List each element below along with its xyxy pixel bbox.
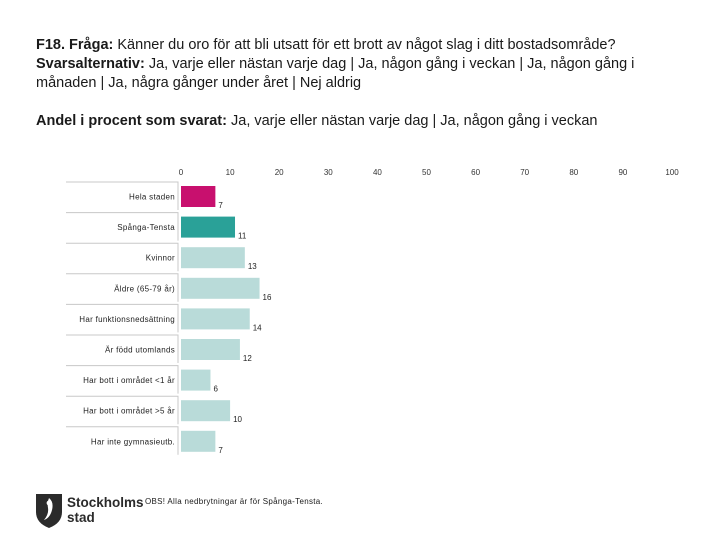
bar-value-label: 13 — [248, 262, 257, 271]
category-bracket — [66, 395, 179, 425]
category-bracket — [66, 181, 179, 210]
bar-value-label: 16 — [263, 293, 272, 302]
question-block: F18. Fråga: Känner du oro för att bli ut… — [36, 36, 696, 93]
category-label: Har funktionsnedsättning — [79, 315, 175, 324]
x-tick-label: 10 — [226, 168, 235, 177]
bar-value-label: 11 — [238, 232, 247, 241]
x-tick-label: 80 — [569, 168, 578, 177]
category-label: Hela staden — [129, 193, 175, 202]
bar — [181, 247, 245, 269]
answers-label: Svarsalternativ: — [36, 56, 145, 72]
bar-value-label: 7 — [218, 446, 223, 455]
city-crest-icon — [36, 494, 62, 528]
bar — [181, 277, 260, 299]
x-tick-label: 70 — [520, 168, 529, 177]
category-bracket — [66, 242, 179, 272]
category-bracket — [66, 426, 179, 455]
category-label: Har bott i området <1 år — [83, 376, 175, 385]
category-bracket — [66, 365, 179, 394]
bar — [181, 186, 216, 207]
measure-text: Ja, varje eller nästan varje dag | Ja, n… — [231, 113, 598, 129]
x-tick-label: 100 — [665, 168, 679, 177]
measure-heading: Andel i procent som svarat: Ja, varje el… — [36, 112, 696, 131]
bar — [181, 400, 231, 422]
category-bracket — [66, 273, 179, 302]
question-label: F18. Fråga: — [36, 37, 114, 53]
bar-value-label: 10 — [233, 415, 242, 424]
category-bracket — [66, 303, 179, 333]
category-bracket — [66, 334, 179, 363]
x-tick-label: 90 — [618, 168, 627, 177]
footnote: OBS! Alla nedbrytningar är för Spånga-Te… — [145, 497, 324, 506]
category-label: Har bott i området >5 år — [83, 407, 175, 416]
x-tick-label: 20 — [275, 168, 284, 177]
category-bracket — [66, 212, 179, 241]
measure-label: Andel i procent som svarat: — [36, 113, 227, 129]
x-tick-label: 60 — [471, 168, 480, 177]
bar-value-label: 14 — [253, 323, 262, 332]
bar-value-label: 7 — [218, 201, 223, 210]
category-label: Är född utomlands — [105, 346, 175, 355]
question-text: Känner du oro för att bli utsatt för ett… — [117, 37, 616, 53]
bar-chart: 0 10 20 30 40 50 60 70 80 90 100 Hela staden 7 Spånga… — [66, 168, 679, 455]
stockholm-logo: Stockholms stad — [36, 494, 144, 528]
category-label: Har inte gymnasieutb. — [91, 437, 175, 446]
answers-text: Ja, varje eller nästan varje dag | Ja, n… — [36, 56, 635, 91]
bar-value-label: 6 — [213, 385, 218, 394]
logo-text-line2: stad — [67, 510, 95, 525]
bar — [181, 339, 240, 360]
bar — [181, 308, 250, 330]
bar — [181, 216, 236, 238]
bar-value-label: 12 — [243, 354, 252, 363]
category-label: Äldre (65-79 år) — [114, 284, 175, 293]
bar — [181, 430, 216, 452]
category-label: Kvinnor — [146, 254, 175, 263]
x-tick-label: 0 — [179, 168, 184, 177]
category-label: Spånga-Tensta — [117, 223, 175, 232]
x-tick-label: 50 — [422, 168, 431, 177]
x-tick-label: 40 — [373, 168, 382, 177]
logo-text-line1: Stockholms — [67, 495, 144, 510]
x-tick-label: 30 — [324, 168, 333, 177]
bar — [181, 369, 211, 391]
